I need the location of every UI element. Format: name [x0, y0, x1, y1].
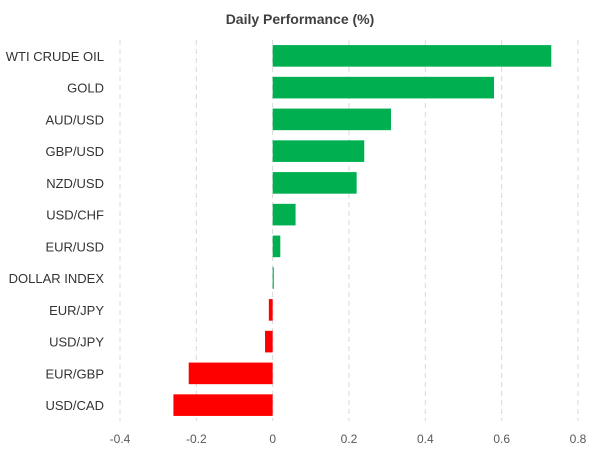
- category-label: WTI CRUDE OIL: [6, 49, 104, 64]
- bar: [173, 394, 273, 416]
- x-tick-label: 0.6: [493, 432, 510, 446]
- x-tick-label: 0.2: [341, 432, 358, 446]
- bar: [272, 235, 281, 258]
- bar: [272, 140, 365, 162]
- bar: [272, 267, 274, 289]
- category-labels: WTI CRUDE OIL GOLD AUD/USD GBP/USD NZD/USD US…: [6, 49, 105, 413]
- category-label: AUD/USD: [45, 112, 104, 127]
- bar: [272, 108, 391, 131]
- chart-title: Daily Performance (%): [226, 11, 375, 27]
- x-tick-label: -0.4: [110, 432, 131, 446]
- x-tick-label: 0.8: [570, 432, 587, 446]
- gridlines: [119, 40, 579, 421]
- category-label: NZD/USD: [46, 176, 104, 191]
- category-label: EUR/USD: [45, 239, 104, 254]
- x-tick-label: 0: [269, 432, 276, 446]
- bar: [272, 203, 296, 226]
- category-label: GBP/USD: [45, 144, 104, 159]
- bar: [188, 362, 273, 385]
- x-tick-label: 0.4: [417, 432, 434, 446]
- category-label: EUR/JPY: [49, 303, 104, 318]
- category-label: USD/CHF: [46, 208, 104, 223]
- category-label: GOLD: [67, 81, 104, 96]
- bar: [272, 45, 552, 67]
- x-axis-ticks: -0.4 -0.2 0 0.2 0.4 0.6 0.8: [110, 432, 587, 446]
- bar: [265, 330, 273, 353]
- bar: [272, 76, 495, 99]
- x-tick-label: -0.2: [186, 432, 207, 446]
- category-label: DOLLAR INDEX: [9, 271, 105, 286]
- bar: [272, 172, 357, 194]
- category-label: EUR/GBP: [45, 366, 104, 381]
- category-label: USD/JPY: [49, 335, 104, 350]
- bar: [268, 299, 273, 321]
- category-label: USD/CAD: [45, 398, 104, 413]
- bars: [173, 45, 552, 416]
